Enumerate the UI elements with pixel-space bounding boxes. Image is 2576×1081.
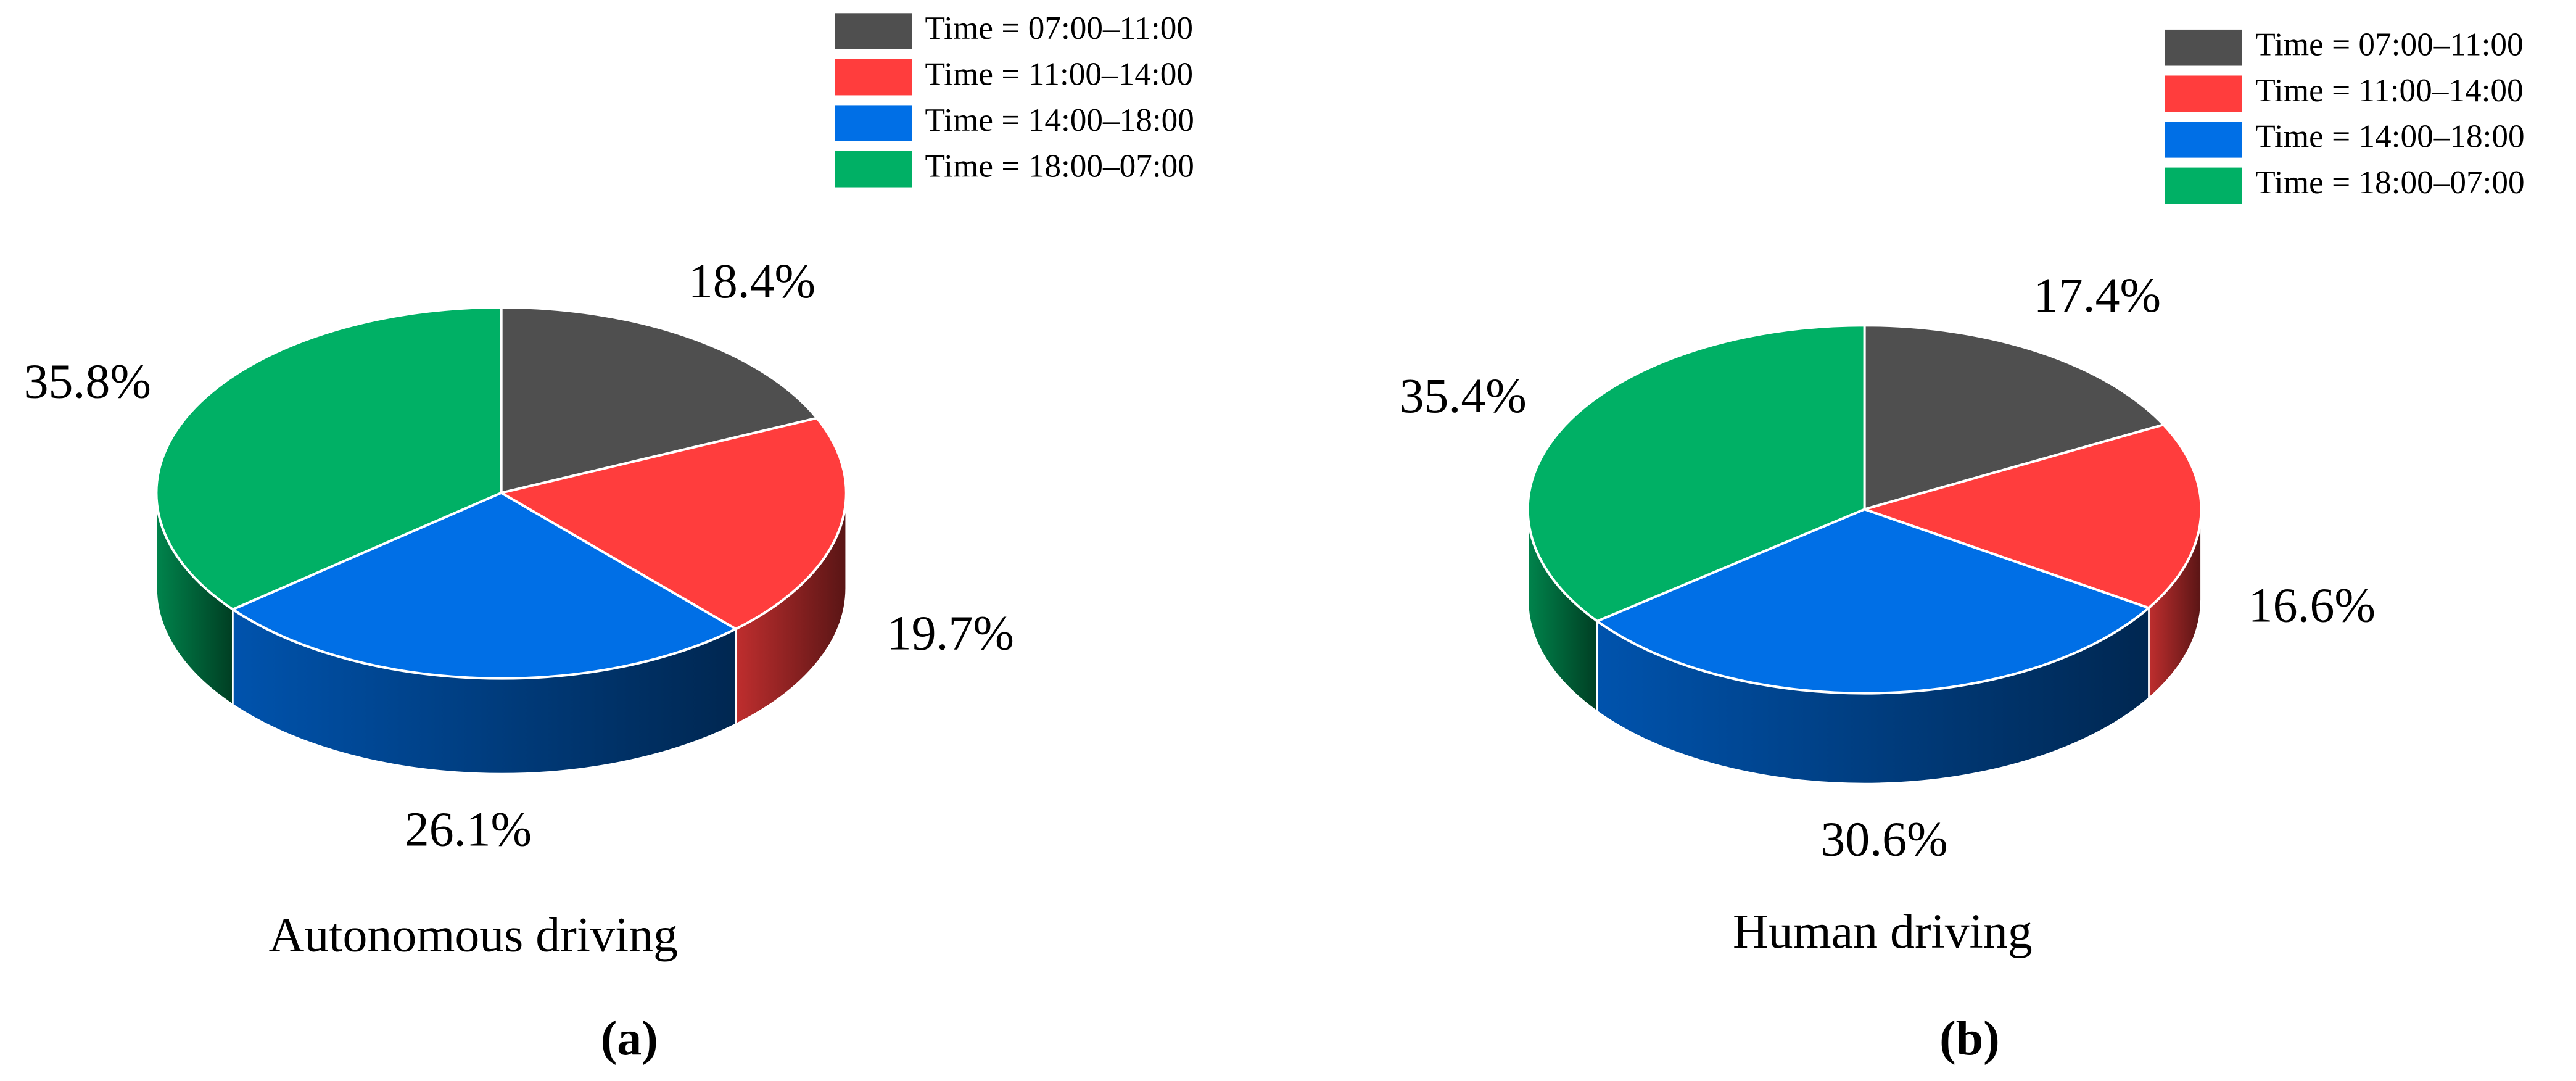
legend-swatch (2165, 122, 2242, 158)
chart-caption: (a) (601, 1011, 658, 1066)
legend-swatch (2165, 167, 2242, 204)
pie-slice (1595, 508, 2152, 695)
legend-label: Time = 18:00–07:00 (925, 147, 1194, 184)
data-label: 30.6% (1820, 812, 1947, 866)
data-label: 18.4% (688, 254, 815, 309)
pie-slice (230, 491, 739, 680)
pie-slice (1863, 324, 2166, 512)
legend-label: Time = 07:00–11:00 (2255, 26, 2523, 62)
legend-label: Time = 07:00–11:00 (925, 10, 1193, 46)
legend-label: Time = 14:00–18:00 (925, 102, 1194, 138)
legend-swatch (2165, 29, 2242, 66)
data-label: 17.4% (2034, 268, 2161, 323)
data-label: 35.4% (1400, 369, 1527, 423)
pie-slice (1860, 423, 2203, 610)
chart-title: Human driving (1733, 905, 2033, 959)
pie-slice (1526, 324, 1866, 623)
legend-swatch (835, 59, 912, 96)
legend-label: Time = 11:00–14:00 (925, 56, 1193, 92)
legend-swatch (2165, 75, 2242, 112)
data-label: 35.8% (24, 354, 151, 408)
legend-label: Time = 18:00–07:00 (2255, 164, 2524, 201)
legend-swatch (835, 13, 912, 49)
legend-label: Time = 11:00–14:00 (2255, 72, 2523, 109)
legend-label: Time = 14:00–18:00 (2255, 118, 2524, 155)
data-label: 19.7% (887, 607, 1014, 661)
pie-slice (498, 416, 848, 631)
chart-title: Autonomous driving (269, 908, 678, 962)
chart-caption: (b) (1939, 1011, 2000, 1066)
pie-slice (500, 305, 819, 495)
data-label: 16.6% (2248, 579, 2376, 633)
pie-slice (155, 305, 503, 611)
data-label: 26.1% (405, 803, 532, 857)
legend-swatch (835, 151, 912, 188)
legend-swatch (835, 105, 912, 141)
